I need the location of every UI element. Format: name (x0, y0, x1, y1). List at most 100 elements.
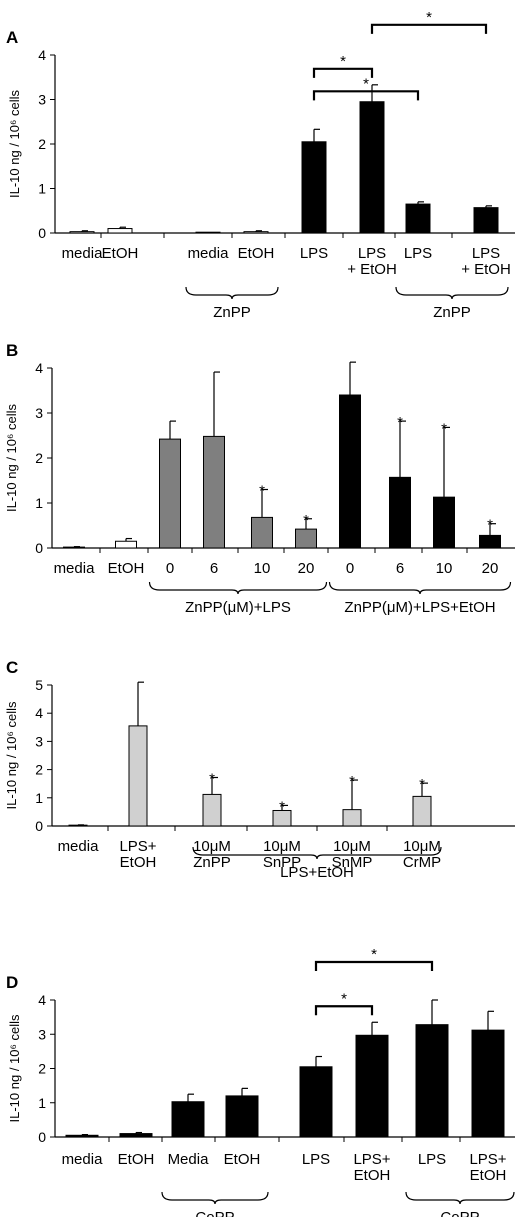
panel-d-bar (471, 1029, 505, 1138)
panel-b-group-label: ZnPP(μM)+LPS+EtOH (344, 599, 495, 616)
panel-d-x-tick-label: EtOH (118, 1151, 155, 1168)
panel-b-x-tick-label: 0 (166, 560, 174, 577)
panel-b-x-tick-label: 20 (298, 560, 315, 577)
panel-d-x-tick-label: LPS (302, 1151, 330, 1168)
panel-a-bar (405, 203, 431, 234)
panel-b-bar (433, 496, 455, 549)
panel-d-bar (225, 1095, 259, 1138)
panel-a-y-label: IL-10 ng / 10⁶ cells (7, 90, 22, 198)
panel-c-significance-star: * (209, 770, 215, 787)
panel-d-x-tick-label: LPS (418, 1151, 446, 1168)
panel-c-x-tick-label: 10μM SnMP (332, 838, 373, 871)
panel-a-y-tick-label: 4 (38, 47, 46, 63)
panel-a-group-bracket (395, 286, 509, 300)
panel-d-group-bracket (405, 1191, 515, 1205)
panel-a-group-label: ZnPP (433, 304, 471, 321)
panel-a-significance-star: * (340, 53, 346, 70)
panel-b-x-tick-label: 10 (436, 560, 453, 577)
panel-a-y-tick-label: 2 (38, 136, 46, 152)
panel-d-bar (171, 1101, 205, 1138)
panel-b-bar (295, 528, 317, 549)
panel-d-significance-star: * (341, 990, 347, 1007)
panel-b-bar (479, 534, 501, 549)
panel-c-x-tick-label: LPS+ EtOH (119, 838, 156, 871)
panel-d-bar (355, 1034, 389, 1138)
panel-b-significance-star: * (487, 517, 493, 534)
panel-c-bar (412, 795, 432, 827)
panel-c-y-tick-label: 1 (35, 790, 43, 806)
panel-b-group-label: ZnPP(μM)+LPS (185, 599, 291, 616)
panel-b-bar (115, 540, 137, 549)
panel-d-group-bracket (161, 1191, 269, 1205)
panel-c-y-tick-label: 5 (35, 677, 43, 693)
panel-a-significance-bracket (312, 67, 374, 78)
panel-d-x-tick-label: media (62, 1151, 104, 1168)
panel-b-y-tick-label: 1 (35, 495, 43, 511)
panel-a-bar (473, 207, 499, 234)
panel-d-x-tick-label: LPS+ EtOH (353, 1151, 390, 1184)
panel-a-bar (69, 231, 95, 234)
panel-c-significance-star: * (349, 773, 355, 790)
panel-b-bar (203, 435, 225, 549)
panel-c-significance-star: * (419, 776, 425, 793)
panel-c-letter: C (6, 658, 18, 677)
panel-d-significance-star: * (371, 946, 377, 963)
panel-b-x-tick-label: EtOH (108, 560, 145, 577)
panel-d-y-tick-label: 2 (38, 1061, 46, 1077)
panel-c-x-tick-label: 10μM CrMP (403, 838, 441, 871)
panel-d-significance-bracket (314, 960, 434, 971)
panel-d-significance-bracket (314, 1005, 374, 1016)
panel-a-bar (359, 101, 385, 234)
panel-c-x-tick-label: media (58, 838, 100, 855)
panel-a-significance-bracket (370, 23, 488, 34)
panel-d-bar (415, 1024, 449, 1138)
panel-a-bar (107, 228, 133, 234)
panel-c-group-label: LPS+EtOH (280, 864, 354, 881)
panel-b-letter: B (6, 341, 18, 360)
panel-a-x-tick-label: LPS (300, 245, 328, 262)
panel-c-bar (342, 809, 362, 827)
panel-b-x-tick-label: 6 (396, 560, 404, 577)
panel-b-significance-star: * (303, 512, 309, 529)
panel-b-x-tick-label: 20 (482, 560, 499, 577)
panel-b-x-tick-label: media (54, 560, 96, 577)
panel-a-group-bracket (185, 286, 279, 300)
panel-b-significance-star: * (397, 414, 403, 431)
panel-b-x-tick-label: 0 (346, 560, 354, 577)
panel-d-letter: D (6, 973, 18, 992)
panel-d-y-tick-label: 1 (38, 1095, 46, 1111)
panel-c-y-tick-label: 0 (35, 818, 43, 834)
panel-a-bar (195, 231, 221, 234)
panel-d-chart: D 0 1 2 3 4 IL-10 ng / 10⁶ cells CoPP CoPP * * (6, 946, 515, 1217)
panel-d-x-tick-label: Media (168, 1151, 210, 1168)
panel-d-y-label: IL-10 ng / 10⁶ cells (7, 1014, 22, 1122)
panel-d-x-tick-label: EtOH (224, 1151, 261, 1168)
panel-b-x-tick-label: 6 (210, 560, 218, 577)
panel-a-significance-star: * (426, 9, 432, 26)
panel-a-x-tick-label: EtOH (238, 245, 275, 262)
panel-a-letter: A (6, 28, 18, 47)
panel-c-y-tick-label: 4 (35, 705, 43, 721)
panel-a-chart: A 0 1 2 3 4 IL-10 ng / 10⁶ cells ZnPP ZnPP * * * (6, 9, 515, 321)
panel-a-x-tick-label: LPS + EtOH (347, 245, 397, 278)
panel-d-y-tick-label: 4 (38, 992, 46, 1008)
panel-b-y-tick-label: 2 (35, 450, 43, 466)
panel-c-y-tick-label: 2 (35, 762, 43, 778)
panel-b-y-label: IL-10 ng / 10⁶ cells (4, 404, 19, 512)
panel-a-x-tick-label: media (188, 245, 230, 262)
panel-b-group-bracket (328, 581, 512, 595)
panel-a-x-tick-label: EtOH (102, 245, 139, 262)
panel-d-bar (119, 1133, 153, 1138)
panel-b-x-tick-label: 10 (254, 560, 271, 577)
panel-d-y-tick-label: 0 (38, 1129, 46, 1145)
panel-b-bar (339, 394, 361, 549)
panel-d-y-tick-label: 3 (38, 1026, 46, 1042)
panel-c-significance-star: * (279, 798, 285, 815)
panel-a-bar (301, 141, 327, 234)
panel-c-x-tick-label: 10μM ZnPP (193, 838, 231, 871)
panel-c-y-tick-label: 3 (35, 733, 43, 749)
panel-a-x-tick-label: LPS + EtOH (461, 245, 511, 278)
panel-b-y-tick-label: 4 (35, 360, 43, 376)
panel-c-bar (128, 725, 148, 827)
